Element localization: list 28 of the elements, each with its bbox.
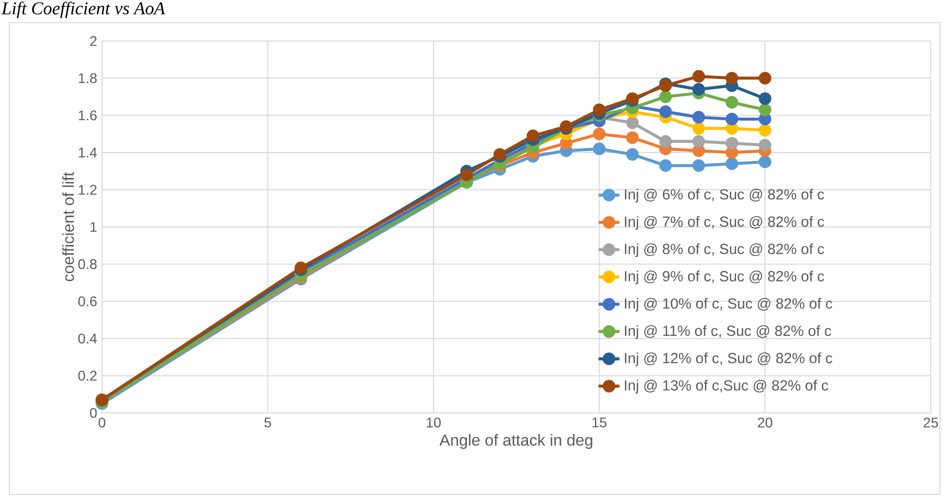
legend-label: Inj @ 11% of c, Suc @ 82% of c <box>624 325 832 339</box>
legend-label: Inj @ 13% of c,Suc @ 82% of c <box>624 380 828 394</box>
y-tick-label: 2 <box>90 36 97 46</box>
x-tick-label: 25 <box>924 418 938 428</box>
legend-label: Inj @ 8% of c, Suc @ 82% of c <box>624 243 824 258</box>
y-tick-label: 0 <box>90 408 97 418</box>
x-tick-label: 5 <box>264 418 272 428</box>
y-tick-label: 0.4 <box>78 334 97 344</box>
y-tick-label: 1.6 <box>78 110 97 120</box>
y-tick-label: 0.2 <box>78 370 97 381</box>
y-tick-label: 1.2 <box>78 184 97 195</box>
x-tick-label: 15 <box>592 418 606 428</box>
legend-label: Inj @ 12% of c, Suc @ 82% of c <box>624 352 832 366</box>
chart-title: Lift Coefficient vs AoA <box>1 2 166 18</box>
y-tick-label: 1 <box>90 222 97 232</box>
x-tick-label: 10 <box>426 418 441 428</box>
legend-label: Inj @ 10% of c, Suc @ 82% of c <box>624 298 832 312</box>
y-tick-label: 1.8 <box>78 73 97 84</box>
x-axis-title: Angle of attack in deg <box>439 434 592 449</box>
y-axis-title: coefficient of lift <box>62 172 74 282</box>
x-tick-label: 20 <box>758 418 772 428</box>
legend-label: Inj @ 6% of c, Suc @ 82% of c <box>624 188 824 203</box>
y-tick-label: 0.8 <box>78 259 97 270</box>
x-tick-label: 0 <box>98 418 106 428</box>
y-tick-label: 1.4 <box>78 148 97 158</box>
legend-label: Inj @ 9% of c, Suc @ 82% of c <box>624 270 824 284</box>
legend-label: Inj @ 7% of c, Suc @ 82% of c <box>624 216 824 230</box>
y-tick-label: 0.6 <box>78 296 97 306</box>
